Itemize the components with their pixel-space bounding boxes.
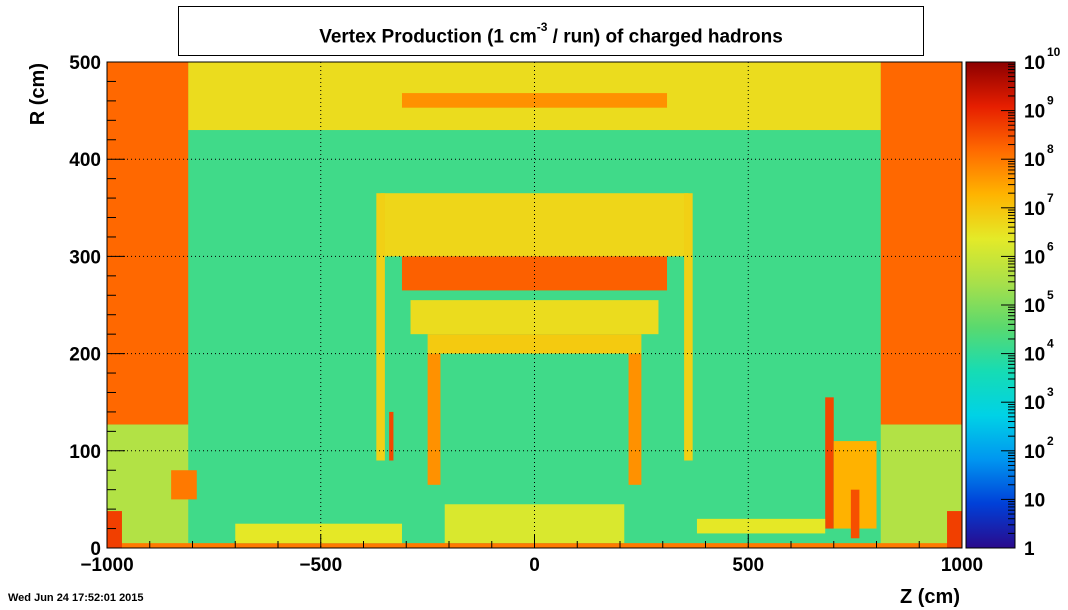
- y-tick-labels: 0 100 200 300 400 500: [69, 53, 101, 560]
- colorbar-tick-label-7: 10: [1024, 199, 1045, 220]
- colorbar-tick-label-6: 10: [1024, 247, 1045, 268]
- y-tick-label-4: 400: [69, 150, 101, 171]
- colorbar-tick-exponent-7: 7: [1047, 191, 1054, 205]
- chart-title: Vertex Production (1 cm-3 / run) of char…: [179, 20, 923, 48]
- colorbar-tick-label-0: 1: [1024, 539, 1035, 560]
- colorbar-tick-exponent-6: 6: [1047, 239, 1054, 253]
- x-tick-label-1: −500: [299, 555, 342, 576]
- y-tick-label-1: 100: [69, 442, 101, 463]
- title-superscript: -3: [536, 20, 548, 34]
- gridlines: [107, 62, 962, 548]
- colorbar-tick-exponent-4: 4: [1047, 337, 1054, 351]
- heatmap-region-15: [427, 353, 441, 485]
- heatmap-region-23: [850, 489, 860, 539]
- heatmap-region-25: [947, 511, 962, 548]
- y-axis-title: R (cm): [27, 63, 49, 125]
- heatmap-region-6: [880, 62, 962, 425]
- colorbar-tick-label-1: 10: [1024, 490, 1045, 511]
- colorbar-tick-label-5: 10: [1024, 296, 1045, 317]
- colorbar-tick-exponent-3: 3: [1047, 385, 1054, 399]
- colorbar-tick-exponent-5: 5: [1047, 288, 1054, 302]
- heatmap-region-20: [171, 470, 197, 500]
- colorbar-tick-exponent-2: 2: [1047, 434, 1054, 448]
- x-axis-title: Z (cm): [900, 586, 960, 608]
- colorbar-tick-exponent-10: 10: [1047, 45, 1061, 59]
- heatmap-region-12: [684, 193, 693, 461]
- heatmap-region-27: [696, 518, 826, 534]
- heatmap-region-26: [235, 523, 402, 544]
- y-tick-label-0: 0: [90, 539, 101, 560]
- heatmap-region-4: [401, 93, 668, 108]
- x-tick-labels: −1000 −500 0 500 1000: [80, 555, 983, 576]
- heatmap-region-5: [107, 62, 189, 425]
- heatmap-region-9: [380, 193, 689, 257]
- timestamp: Wed Jun 24 17:52:01 2015: [8, 592, 144, 604]
- axis-ticks: [106, 61, 963, 549]
- colorbar-tick-label-2: 10: [1024, 442, 1045, 463]
- x-tick-label-4: 1000: [941, 555, 983, 576]
- colorbar-tick-label-8: 10: [1024, 150, 1045, 171]
- heatmap-region-16: [628, 353, 642, 485]
- heatmap-region-10: [401, 256, 668, 291]
- heatmap-region-13: [410, 300, 659, 335]
- title-suffix: / run) of charged hadrons: [547, 26, 783, 48]
- colorbar-tick-exponent-8: 8: [1047, 142, 1054, 156]
- heatmap-region-21: [825, 397, 834, 529]
- y-tick-label-2: 200: [69, 345, 101, 366]
- title-box: Vertex Production (1 cm-3 / run) of char…: [178, 6, 924, 56]
- heatmap-region-24: [107, 511, 122, 548]
- x-tick-label-0: −1000: [80, 555, 133, 576]
- colorbar-tick-label-3: 10: [1024, 393, 1045, 414]
- colorbar-tick-exponent-9: 9: [1047, 94, 1054, 108]
- x-tick-label-2: 0: [529, 555, 540, 576]
- heatmap-region-11: [376, 193, 385, 461]
- y-tick-label-5: 500: [69, 53, 101, 74]
- title-prefix: Vertex Production (1 cm: [319, 26, 537, 48]
- colorbar-tick-label-10: 10: [1024, 53, 1045, 74]
- y-tick-label-3: 300: [69, 247, 101, 268]
- colorbar-tick-label-4: 10: [1024, 345, 1045, 366]
- colorbar-tick-label-9: 10: [1024, 102, 1045, 123]
- heatmap-region-17: [389, 411, 394, 461]
- x-tick-label-3: 500: [732, 555, 764, 576]
- heatmap-region-14: [427, 334, 642, 354]
